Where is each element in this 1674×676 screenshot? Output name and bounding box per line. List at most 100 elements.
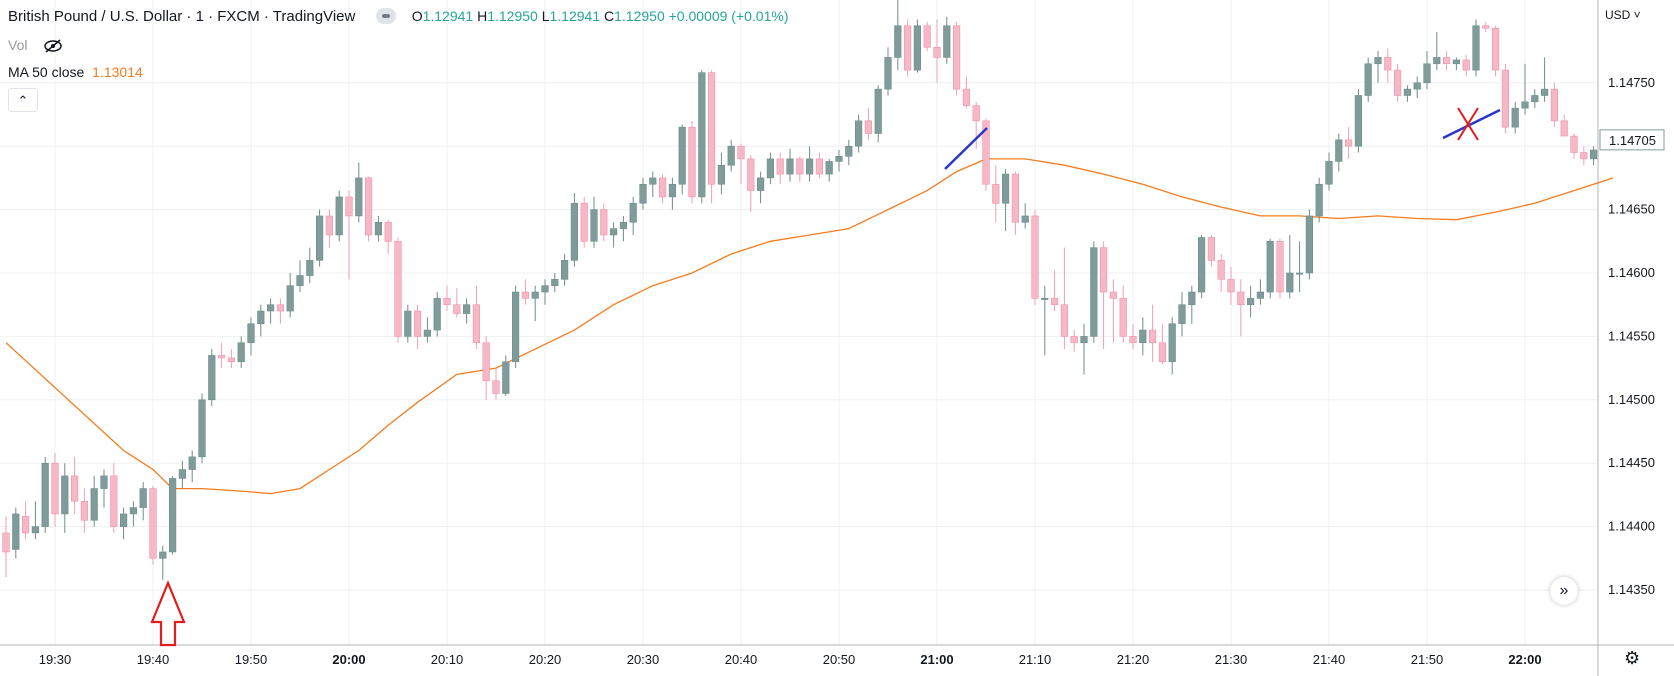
candle-body xyxy=(1158,342,1166,363)
candle-body xyxy=(12,513,20,550)
y-tick-label: 1.14650 xyxy=(1608,202,1655,217)
settings-gear-icon[interactable]: ⚙ xyxy=(1624,648,1641,668)
candle-body xyxy=(913,25,921,71)
symbol-title[interactable]: British Pound / U.S. Dollar · 1 · FXCM ·… xyxy=(8,8,356,25)
candle-body xyxy=(815,158,823,175)
candle-body xyxy=(325,215,334,236)
x-marker-stroke xyxy=(1457,107,1479,141)
candle-body xyxy=(41,462,49,527)
volume-indicator-row[interactable]: Vol xyxy=(8,37,63,53)
candle-body xyxy=(315,215,324,261)
x-tick-label: 21:00 xyxy=(920,652,953,667)
candle-body xyxy=(992,183,1000,204)
candle-body xyxy=(1129,336,1137,344)
candle-body xyxy=(600,209,608,236)
candle-body xyxy=(786,158,794,175)
candle-body xyxy=(894,25,902,58)
chart-legend: British Pound / U.S. Dollar · 1 · FXCM ·… xyxy=(8,8,789,25)
x-tick-label: 20:30 xyxy=(627,652,660,667)
scroll-to-realtime-button[interactable]: » xyxy=(1550,577,1578,605)
candle-body xyxy=(1286,272,1294,293)
low-value: 1.12941 xyxy=(549,8,601,24)
candle-body xyxy=(159,551,167,559)
ma-indicator-row[interactable]: MA 50 close 1.13014 xyxy=(8,64,143,80)
candle-body xyxy=(169,478,177,553)
candle-body xyxy=(1335,139,1343,162)
candle-body xyxy=(394,241,402,337)
candle-body xyxy=(1501,69,1509,128)
y-tick-label: 1.14450 xyxy=(1608,455,1655,470)
x-tick-label: 20:20 xyxy=(529,652,562,667)
candle-body xyxy=(678,126,686,185)
candle-body xyxy=(492,380,500,394)
candle-body xyxy=(1374,57,1382,65)
candle-body xyxy=(1580,152,1588,160)
candle-body xyxy=(433,298,441,331)
candle-body xyxy=(1590,149,1598,160)
candle-body xyxy=(1100,247,1108,293)
trend-line-drawing xyxy=(944,127,988,170)
candle-body xyxy=(698,72,706,198)
candle-body xyxy=(1256,291,1264,299)
candle-body xyxy=(1001,173,1010,204)
candle-body xyxy=(649,177,657,185)
candle-body xyxy=(1325,161,1333,185)
candle-body xyxy=(355,177,363,217)
candle-body xyxy=(1394,69,1402,96)
candle-body xyxy=(805,158,814,175)
candle-body xyxy=(903,25,912,71)
candle-body xyxy=(384,221,392,242)
candle-body xyxy=(110,475,118,527)
x-tick-label: 21:20 xyxy=(1117,652,1150,667)
x-tick-label: 19:40 xyxy=(137,652,170,667)
candle-body xyxy=(296,275,304,286)
candle-body xyxy=(237,342,245,363)
candle-body xyxy=(854,120,863,147)
candle-body xyxy=(462,304,471,314)
candle-body xyxy=(511,291,520,363)
candle-body xyxy=(766,158,774,179)
candle-body xyxy=(1364,63,1372,96)
candle-body xyxy=(149,488,157,559)
candle-body xyxy=(1207,237,1215,261)
candle-body xyxy=(1011,173,1019,223)
candle-body xyxy=(727,145,735,166)
candle-body xyxy=(1570,135,1578,153)
candle-body xyxy=(1296,272,1304,275)
candle-body xyxy=(1237,291,1245,305)
candle-body xyxy=(1452,59,1460,65)
candle-body xyxy=(1060,304,1068,337)
candle-body xyxy=(198,399,206,458)
candle-body xyxy=(551,279,559,286)
candle-body xyxy=(531,291,539,299)
change-value: +0.00009 (+0.01%) xyxy=(668,8,789,24)
candle-body xyxy=(413,310,422,337)
candle-body xyxy=(374,221,383,236)
candle-body xyxy=(688,126,696,198)
candle-body xyxy=(1345,139,1353,147)
trend-line-drawing xyxy=(1442,108,1501,140)
collapse-legend-button[interactable]: ⌃ xyxy=(8,88,38,112)
y-tick-label: 1.14600 xyxy=(1608,265,1655,280)
candle-body xyxy=(1217,260,1225,280)
candle-body xyxy=(972,105,980,122)
candle-body xyxy=(1462,59,1470,71)
currency-selector[interactable]: USD ˅ xyxy=(1605,8,1641,22)
candle-body xyxy=(521,291,529,299)
currency-label: USD xyxy=(1605,8,1631,22)
candle-body xyxy=(639,183,647,204)
eye-icon[interactable] xyxy=(375,8,396,25)
candle-body xyxy=(707,72,716,185)
up-arrow-annotation xyxy=(150,580,186,647)
candle-body xyxy=(570,202,578,261)
candle-body xyxy=(286,285,294,312)
candle-body xyxy=(884,57,892,90)
ohlc-readout: O1.12941 H1.12950 L1.12941 C1.12950 +0.0… xyxy=(412,8,789,24)
x-tick-label: 19:50 xyxy=(235,652,268,667)
close-value: 1.12950 xyxy=(614,8,665,24)
hidden-eye-icon[interactable] xyxy=(43,39,63,53)
x-tick-label: 21:10 xyxy=(1019,652,1052,667)
candle-body xyxy=(1521,101,1529,109)
candle-body xyxy=(1188,291,1196,305)
